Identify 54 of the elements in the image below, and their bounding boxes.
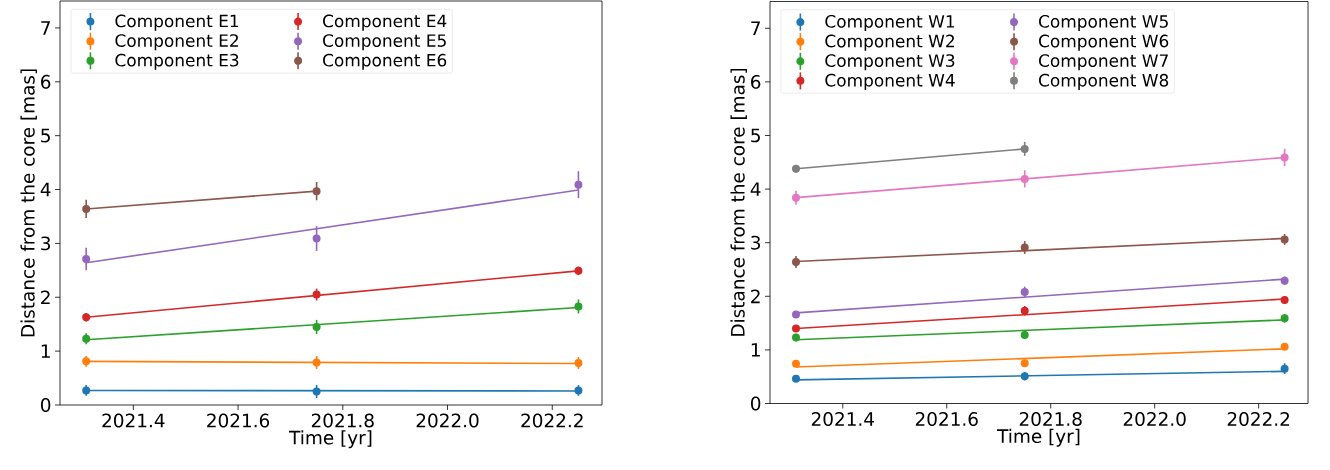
y-tick-label: 3 (751, 235, 761, 250)
point (792, 193, 800, 202)
legend-label: Component W4 (825, 73, 955, 90)
y-tick-label: 6 (41, 74, 51, 89)
legend-label: Component W8 (1039, 73, 1169, 90)
legend-label: Component W7 (1039, 54, 1168, 71)
x-tick-label: 2021.4 (102, 413, 165, 428)
point (1280, 153, 1289, 162)
y-tick-label: 5 (41, 128, 50, 143)
x-tick-label: 2021.4 (811, 412, 874, 426)
point (82, 255, 91, 264)
legend-label: Component E6 (323, 53, 447, 70)
y-tick-label: 3 (41, 236, 51, 251)
legend-label: Component E2 (115, 34, 238, 51)
x-tick-label: 2021.6 (915, 412, 978, 426)
y-tick-label: 7 (751, 21, 760, 36)
x-tick-label: 2021.6 (207, 413, 270, 428)
x-tick-label: 2021.8 (1019, 412, 1082, 426)
point (1020, 174, 1029, 183)
legend-label: Component W6 (1039, 34, 1169, 51)
point (312, 187, 321, 196)
y-tick-label: 2 (751, 289, 760, 304)
y-tick-label: 4 (40, 182, 51, 197)
x-tick-label: 2022.0 (1123, 412, 1186, 426)
point (82, 204, 91, 213)
y-tick-label: 4 (750, 182, 761, 196)
legend-label: Component W3 (825, 54, 955, 71)
x-axis-title: Time [yr] (289, 430, 372, 449)
x-tick-label: 2021.8 (311, 413, 374, 428)
x-tick-label: 2022.2 (521, 413, 583, 428)
legend-label: Component W2 (825, 34, 954, 51)
x-axis-title: Time [yr] (997, 428, 1080, 447)
y-tick-label: 6 (751, 74, 761, 89)
x-tick-label: 2022.2 (1227, 412, 1290, 426)
y-tick-label: 2 (41, 290, 50, 305)
legend-label: Component W1 (825, 15, 955, 32)
legend-label: Component W5 (1039, 15, 1168, 32)
legend-label: Component E1 (115, 14, 239, 31)
y-tick-label: 1 (41, 344, 50, 358)
y-axis-title: Distance from the core [mas] (730, 68, 747, 336)
point (82, 313, 91, 322)
point (574, 180, 583, 189)
y-tick-label: 5 (751, 128, 760, 143)
point (312, 234, 321, 243)
legend-label: Component E5 (323, 34, 446, 51)
y-tick-label: 7 (41, 21, 50, 35)
legend-label: Component E3 (115, 53, 239, 70)
y-tick-label: 1 (751, 343, 760, 357)
x-tick-label: 2022.0 (416, 413, 479, 428)
y-tick-label: 0 (751, 396, 761, 411)
legend-label: Component E4 (323, 14, 447, 31)
y-axis-title: Distance from the core [mas] (20, 69, 37, 337)
point (574, 302, 583, 311)
y-tick-label: 0 (41, 398, 51, 412)
